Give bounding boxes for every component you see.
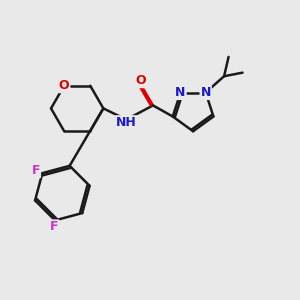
- Text: NH: NH: [116, 116, 136, 129]
- Text: O: O: [135, 74, 146, 87]
- Text: F: F: [50, 220, 59, 233]
- Text: F: F: [32, 164, 40, 177]
- Text: O: O: [59, 79, 69, 92]
- Text: N: N: [175, 86, 186, 99]
- Text: N: N: [200, 86, 211, 99]
